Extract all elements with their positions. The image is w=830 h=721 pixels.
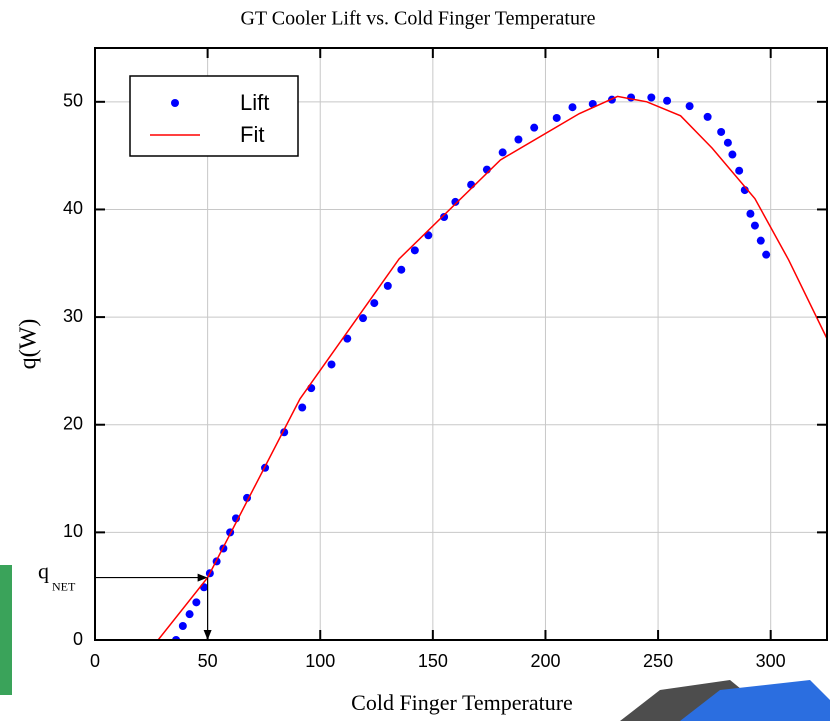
grid [95,48,827,640]
lift-point [552,113,561,122]
chart-title: GT Cooler Lift vs. Cold Finger Temperatu… [240,8,595,30]
lift-point [410,246,419,255]
ticks: 0 50 100 150 200 250 300 0 10 20 30 40 50 [63,48,827,671]
legend-label: Lift [240,90,269,115]
y-tick-label: 50 [63,91,83,111]
annotation-label: q [38,559,49,584]
x-tick-label: 300 [756,651,786,671]
lift-point [440,212,449,221]
lift-point [735,166,744,175]
side-decoration [0,565,12,695]
x-tick-label: 50 [198,651,218,671]
x-tick-label: 200 [530,651,560,671]
lift-point [343,334,352,343]
y-tick-label: 20 [63,413,83,433]
lift-point [746,209,755,218]
lift-point [185,610,194,619]
lift-point [703,112,712,121]
x-tick-label: 150 [418,651,448,671]
corner-decoration [680,680,830,721]
legend-marker [171,99,179,107]
y-tick-label: 10 [63,521,83,541]
lift-point [514,135,523,144]
lift-point [359,314,368,323]
lift-point [327,360,336,369]
lift-point [762,250,771,259]
lift-point [178,622,187,631]
lift-point [685,102,694,111]
lift-point [530,123,539,132]
x-tick-label: 100 [305,651,335,671]
lift-point [451,197,460,206]
x-tick-label: 0 [90,651,100,671]
plot-area [157,93,828,640]
x-tick-label: 250 [643,651,673,671]
fit-line [157,95,828,640]
lift-point [728,150,737,159]
x-axis-title: Cold Finger Temperature [351,690,573,715]
legend: Lift Fit [129,75,299,157]
y-tick-label: 0 [73,629,83,649]
lift-point [647,93,656,102]
lift-point [498,148,507,157]
y-tick-label: 40 [63,198,83,218]
arrow-head [197,573,208,582]
lift-point [383,281,392,290]
lift-point [663,96,672,105]
lift-point [717,127,726,136]
lift-point [370,299,379,308]
y-axis-title: q(W) [16,319,42,370]
plot-frame [94,47,828,641]
lift-point [298,403,307,412]
lift-point [397,265,406,274]
legend-box [129,75,299,157]
lift-point [723,138,732,147]
lift-point [756,236,765,245]
lift-point [568,103,577,112]
lift-point [467,180,476,189]
annotation-subscript: NET [52,579,76,593]
lift-point [627,93,636,102]
lift-point [192,598,201,607]
lift-point [750,221,759,230]
legend-label: Fit [240,122,264,147]
y-tick-label: 30 [63,306,83,326]
arrow-head [203,630,212,640]
